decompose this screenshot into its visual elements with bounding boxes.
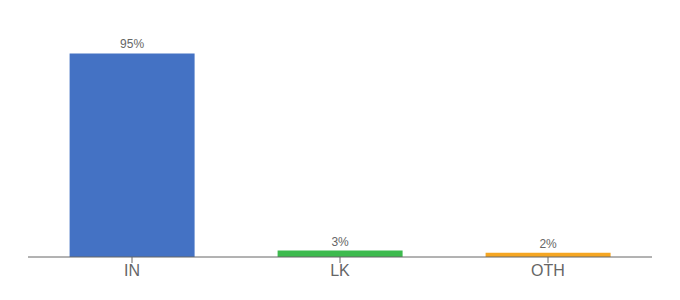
svg-text:2%: 2%: [539, 237, 557, 251]
svg-text:3%: 3%: [331, 235, 349, 249]
svg-text:OTH: OTH: [531, 262, 565, 279]
svg-text:IN: IN: [124, 262, 140, 279]
svg-text:LK: LK: [330, 262, 350, 279]
svg-text:95%: 95%: [120, 37, 144, 51]
